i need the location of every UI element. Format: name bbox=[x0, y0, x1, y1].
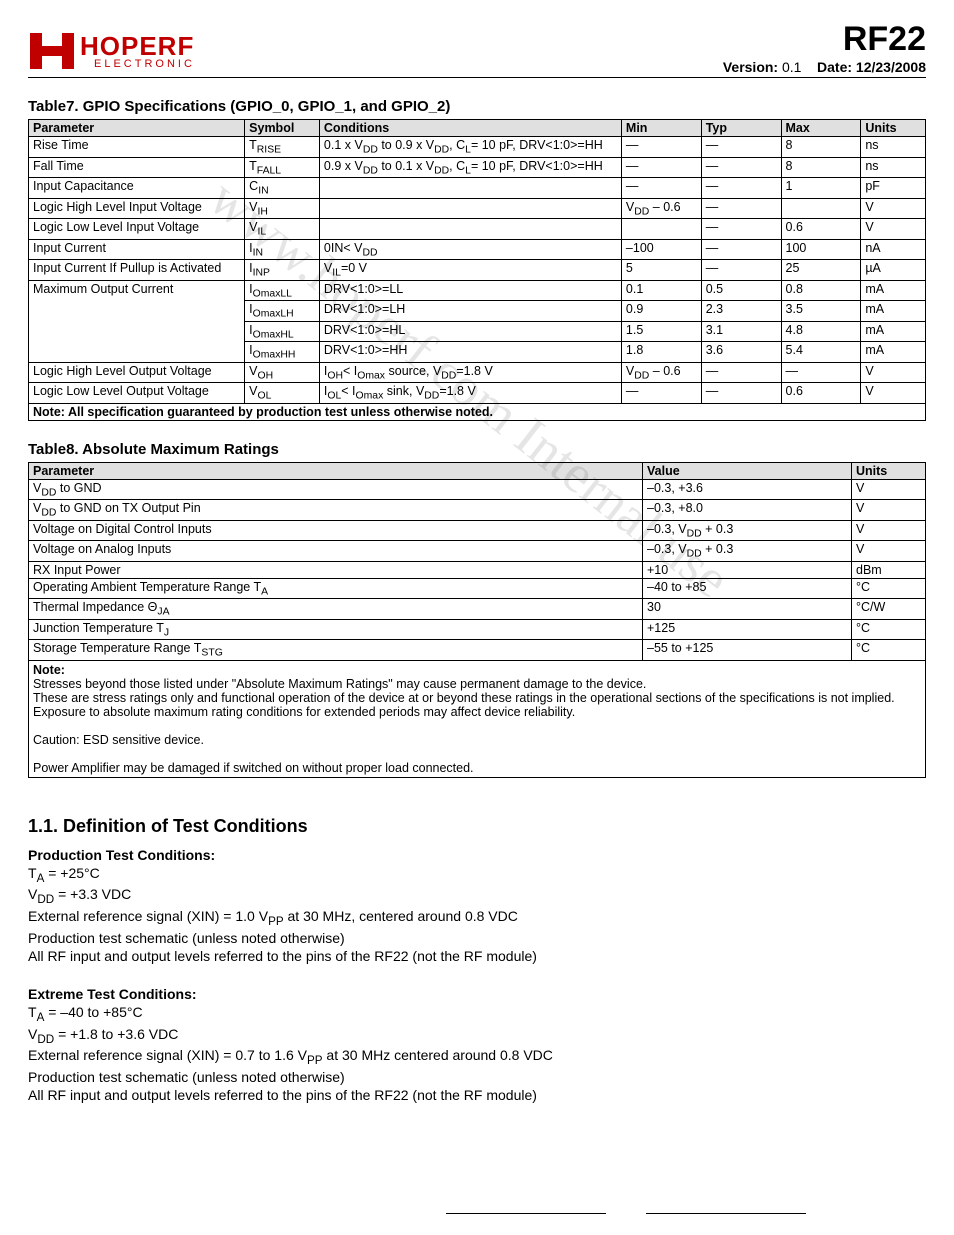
text-line: Production test schematic (unless noted … bbox=[28, 1069, 926, 1085]
part-number: RF22 bbox=[723, 20, 926, 59]
extreme-conditions-title: Extreme Test Conditions: bbox=[28, 986, 926, 1002]
text-line: VDD = +3.3 VDC bbox=[28, 886, 926, 906]
page-header: HOPERF ELECTRONIC RF22 Version: 0.1 Date… bbox=[28, 20, 926, 75]
th-min: Min bbox=[621, 120, 701, 137]
text-line: All RF input and output levels referred … bbox=[28, 1087, 926, 1103]
logo: HOPERF ELECTRONIC bbox=[28, 27, 195, 75]
th-typ: Typ bbox=[701, 120, 781, 137]
table-row: Input CurrentIIN0IN< VDD–100—100nA bbox=[29, 239, 926, 260]
table7-header-row: Parameter Symbol Conditions Min Typ Max … bbox=[29, 120, 926, 137]
table-row: Junction Temperature TJ+125°C bbox=[29, 619, 926, 640]
version-label: Version: bbox=[723, 59, 778, 75]
table8: Parameter Value Units VDD to GND–0.3, +3… bbox=[28, 462, 926, 661]
note-line bbox=[33, 747, 921, 761]
th-units: Units bbox=[861, 120, 926, 137]
table8-title: Table8. Absolute Maximum Ratings bbox=[28, 441, 926, 458]
date-value: 12/23/2008 bbox=[856, 59, 926, 75]
table-row: Voltage on Digital Control Inputs–0.3, V… bbox=[29, 520, 926, 541]
logo-icon bbox=[28, 27, 76, 75]
text-line: TA = –40 to +85°C bbox=[28, 1004, 926, 1024]
th-parameter: Parameter bbox=[29, 462, 643, 479]
note-line: Stresses beyond those listed under "Abso… bbox=[33, 677, 921, 691]
table-row: Logic Low Level Output VoltageVOLIOL< IO… bbox=[29, 383, 926, 404]
table8-header-row: Parameter Value Units bbox=[29, 462, 926, 479]
table-row: Operating Ambient Temperature Range TA–4… bbox=[29, 578, 926, 599]
note-line: These are stress ratings only and functi… bbox=[33, 691, 921, 719]
version-value: 0.1 bbox=[782, 59, 801, 75]
table-row: VDD to GND on TX Output Pin–0.3, +8.0V bbox=[29, 500, 926, 521]
table-row: Storage Temperature Range TSTG–55 to +12… bbox=[29, 640, 926, 661]
th-value: Value bbox=[643, 462, 852, 479]
table-row: Voltage on Analog Inputs–0.3, VDD + 0.3V bbox=[29, 541, 926, 562]
text-line: External reference signal (XIN) = 1.0 VP… bbox=[28, 908, 926, 928]
logo-sub-text: ELECTRONIC bbox=[94, 59, 195, 70]
note-line: Power Amplifier may be damaged if switch… bbox=[33, 761, 921, 775]
table-row: Thermal Impedance ΘJA30°C/W bbox=[29, 599, 926, 620]
table-row: Logic Low Level Input VoltageVIL—0.6V bbox=[29, 219, 926, 240]
text-line: VDD = +1.8 to +3.6 VDC bbox=[28, 1026, 926, 1046]
text-line: TA = +25°C bbox=[28, 865, 926, 885]
th-parameter: Parameter bbox=[29, 120, 245, 137]
section-title: 1.1. Definition of Test Conditions bbox=[28, 816, 926, 837]
table-row: VDD to GND–0.3, +3.6V bbox=[29, 479, 926, 500]
table7-title: Table7. GPIO Specifications (GPIO_0, GPI… bbox=[28, 98, 926, 115]
date-label: Date: bbox=[817, 59, 852, 75]
text-line: All RF input and output levels referred … bbox=[28, 948, 926, 964]
table-row: Logic High Level Output VoltageVOHIOH< I… bbox=[29, 362, 926, 383]
th-conditions: Conditions bbox=[319, 120, 621, 137]
production-conditions-title: Production Test Conditions: bbox=[28, 847, 926, 863]
table-row: Logic High Level Input VoltageVIHVDD – 0… bbox=[29, 198, 926, 219]
table-row: Rise TimeTRISE0.1 x VDD to 0.9 x VDD, CL… bbox=[29, 137, 926, 158]
th-units: Units bbox=[852, 462, 926, 479]
table-row: Maximum Output CurrentIOmaxLLDRV<1:0>=LL… bbox=[29, 280, 926, 301]
notes-title: Note: bbox=[33, 663, 65, 677]
text-line: External reference signal (XIN) = 0.7 to… bbox=[28, 1047, 926, 1067]
extreme-conditions: TA = –40 to +85°CVDD = +1.8 to +3.6 VDCE… bbox=[28, 1004, 926, 1103]
table-row: Input CapacitanceCIN——1pF bbox=[29, 178, 926, 199]
note-line: Caution: ESD sensitive device. bbox=[33, 733, 921, 747]
table8-notes: Note: Stresses beyond those listed under… bbox=[28, 661, 926, 778]
logo-main-text: HOPERF bbox=[80, 33, 195, 59]
production-conditions: TA = +25°CVDD = +3.3 VDCExternal referen… bbox=[28, 865, 926, 964]
table-row: Input Current If Pullup is ActivatedIINP… bbox=[29, 260, 926, 281]
footer-rules bbox=[28, 1213, 926, 1215]
version-date: Version: 0.1 Date: 12/23/2008 bbox=[723, 59, 926, 75]
table-row: RX Input Power+10dBm bbox=[29, 561, 926, 578]
table-row: Fall TimeTFALL0.9 x VDD to 0.1 x VDD, CL… bbox=[29, 157, 926, 178]
table7-note: Note: All specification guaranteed by pr… bbox=[29, 403, 926, 420]
th-max: Max bbox=[781, 120, 861, 137]
table7: Parameter Symbol Conditions Min Typ Max … bbox=[28, 119, 926, 421]
text-line: Production test schematic (unless noted … bbox=[28, 930, 926, 946]
note-line bbox=[33, 719, 921, 733]
th-symbol: Symbol bbox=[245, 120, 320, 137]
